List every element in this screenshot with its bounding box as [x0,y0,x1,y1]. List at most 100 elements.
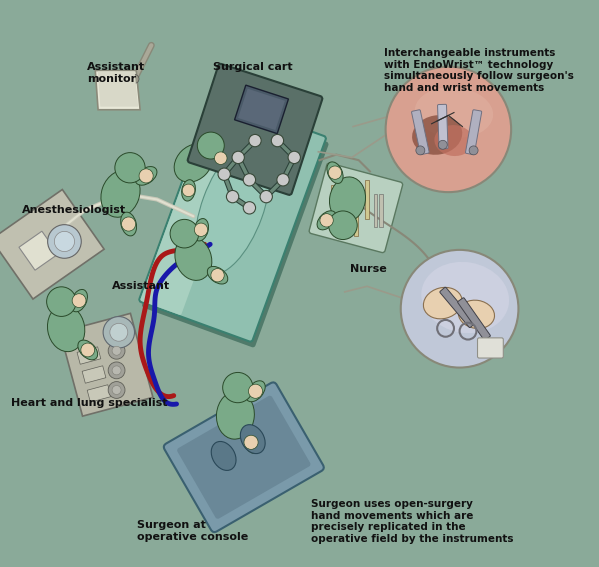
Bar [331,185,335,225]
Circle shape [226,191,239,203]
Circle shape [115,153,145,183]
Bar [365,180,370,219]
Ellipse shape [211,442,236,471]
FancyBboxPatch shape [164,382,324,532]
FancyBboxPatch shape [142,102,329,348]
Circle shape [112,346,121,356]
Circle shape [320,214,333,227]
Circle shape [329,211,357,239]
Circle shape [386,66,511,192]
Text: Nurse: Nurse [350,264,387,274]
Ellipse shape [327,162,343,184]
Circle shape [218,168,231,180]
Ellipse shape [210,151,231,165]
Bar [87,385,111,402]
FancyBboxPatch shape [465,110,482,155]
Text: Assistant: Assistant [112,281,170,291]
Circle shape [260,191,273,203]
Ellipse shape [412,115,462,155]
Circle shape [170,219,199,248]
Circle shape [416,146,425,155]
Polygon shape [95,70,140,110]
Circle shape [108,382,125,399]
Ellipse shape [120,212,137,236]
Ellipse shape [174,144,213,182]
Ellipse shape [193,218,208,241]
FancyBboxPatch shape [458,298,491,340]
FancyBboxPatch shape [437,104,448,149]
Circle shape [277,174,289,186]
Text: Surgeon at
operative console: Surgeon at operative console [137,520,249,541]
Text: Interchangeable instruments
with EndoWrist™ technology
simultaneously follow sur: Interchangeable instruments with EndoWri… [384,48,574,93]
FancyBboxPatch shape [140,98,255,315]
Circle shape [244,435,258,450]
Circle shape [103,316,135,348]
Ellipse shape [329,177,365,222]
Ellipse shape [240,425,265,454]
Circle shape [401,250,518,367]
Circle shape [469,146,478,155]
Circle shape [48,225,81,259]
Ellipse shape [78,340,98,360]
Circle shape [72,294,86,307]
Bar [353,197,358,236]
Bar [19,231,58,270]
Circle shape [130,74,139,83]
Ellipse shape [458,300,495,328]
Circle shape [243,174,256,186]
FancyBboxPatch shape [477,338,503,358]
Bar [82,366,106,383]
Ellipse shape [175,236,212,281]
Bar [0,189,104,299]
Bar [379,194,383,227]
Circle shape [223,373,253,403]
Circle shape [139,169,153,183]
Circle shape [271,134,283,147]
FancyBboxPatch shape [440,287,476,328]
Circle shape [328,166,341,179]
FancyBboxPatch shape [309,163,403,253]
Circle shape [47,287,76,316]
FancyBboxPatch shape [177,396,310,519]
Ellipse shape [317,211,336,230]
Bar [343,180,347,219]
Bar [238,88,285,130]
Text: Surgeon uses open-surgery
hand movements which are
precisely replicated in the
o: Surgeon uses open-surgery hand movements… [311,500,513,544]
Ellipse shape [47,305,85,352]
Text: Heart and lung specialist: Heart and lung specialist [11,399,168,408]
Circle shape [112,366,121,375]
Circle shape [197,132,224,159]
Circle shape [182,184,195,197]
Ellipse shape [242,431,260,454]
Bar [77,347,101,364]
FancyBboxPatch shape [140,96,326,342]
Ellipse shape [434,125,474,156]
Circle shape [249,384,262,398]
Circle shape [243,202,256,214]
Circle shape [81,343,95,357]
Circle shape [386,66,511,192]
Circle shape [249,134,261,147]
Ellipse shape [415,87,493,138]
Text: Surgical cart: Surgical cart [213,62,292,72]
Circle shape [110,323,128,341]
Circle shape [108,342,125,359]
Text: Assistant
monitor: Assistant monitor [87,62,145,84]
Bar [374,194,377,227]
Ellipse shape [423,287,462,319]
Ellipse shape [207,266,228,284]
Ellipse shape [216,391,255,439]
Circle shape [391,72,506,187]
Ellipse shape [135,167,157,185]
Circle shape [55,231,74,252]
Circle shape [108,362,125,379]
Circle shape [438,140,447,149]
Circle shape [288,151,301,163]
Ellipse shape [71,289,87,312]
Ellipse shape [101,171,140,217]
Polygon shape [98,71,138,107]
Circle shape [232,151,244,163]
Circle shape [122,217,135,231]
Bar [235,85,289,134]
Circle shape [194,223,208,236]
